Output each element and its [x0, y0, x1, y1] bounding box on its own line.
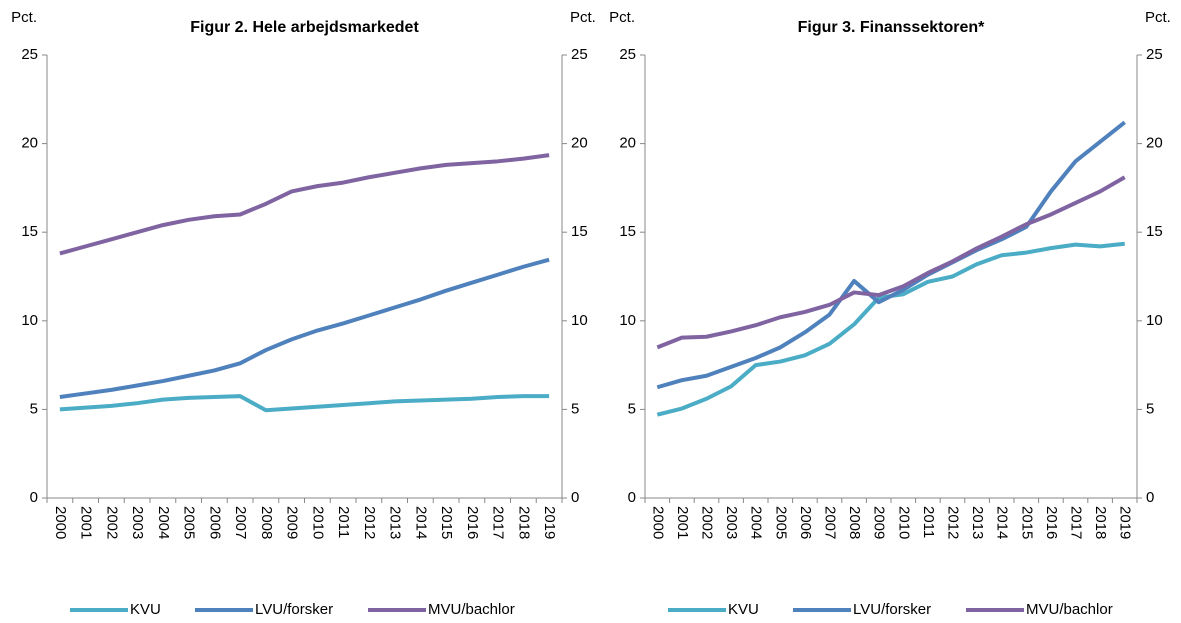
x-tick-label: 2002 [103, 506, 120, 539]
x-tick-label: 2002 [699, 506, 716, 539]
series-line [59, 394, 550, 413]
x-tick-label: 2019 [1117, 506, 1134, 539]
y2-axis-label: Pct. [570, 9, 596, 26]
y-tick-label: 20 [619, 135, 636, 152]
y2-tick-label: 20 [1146, 135, 1163, 152]
x-tick-label: 2019 [541, 506, 558, 539]
x-tick-label: 2011 [335, 506, 352, 538]
x-tick-label: 2003 [723, 506, 740, 539]
legend-label: KVU [130, 601, 161, 618]
y-tick-label: 15 [21, 223, 38, 240]
x-tick-label: 2012 [361, 506, 378, 539]
y-tick-label: 15 [619, 223, 636, 240]
y2-tick-label: 10 [571, 312, 588, 329]
y-axis-label: Pct. [11, 9, 37, 26]
x-tick-label: 2001 [674, 506, 691, 539]
x-tick-label: 2016 [464, 506, 481, 539]
x-tick-label: 2009 [871, 506, 888, 539]
x-tick-label: 2001 [78, 506, 95, 539]
x-tick-label: 2010 [895, 506, 912, 539]
y2-tick-label: 5 [1146, 400, 1154, 417]
x-tick-label: 2014 [412, 506, 429, 539]
y-tick-label: 5 [628, 400, 636, 417]
y2-tick-label: 25 [571, 46, 588, 63]
legend-label: MVU/bachlor [1026, 601, 1113, 618]
x-tick-label: 2012 [945, 506, 962, 539]
legend-label: LVU/forsker [255, 601, 333, 618]
y2-tick-label: 0 [1146, 489, 1154, 506]
x-tick-label: 2008 [846, 506, 863, 539]
y2-tick-label: 0 [571, 489, 579, 506]
legend-label: MVU/bachlor [428, 601, 515, 618]
series-line [656, 120, 1126, 390]
y2-tick-label: 15 [1146, 223, 1163, 240]
y-tick-label: 20 [21, 135, 38, 152]
x-tick-label: 2000 [52, 506, 69, 539]
x-tick-label: 2004 [155, 506, 172, 539]
y-tick-label: 25 [21, 46, 38, 63]
x-tick-label: 2014 [994, 506, 1011, 539]
x-tick-label: 2016 [1043, 506, 1060, 539]
series-line [59, 257, 550, 399]
x-tick-label: 2005 [772, 506, 789, 539]
x-tick-label: 2017 [490, 506, 507, 539]
y2-tick-label: 25 [1146, 46, 1163, 63]
x-tick-label: 2011 [920, 506, 937, 538]
y2-tick-label: 15 [571, 223, 588, 240]
series-line [656, 175, 1126, 350]
x-tick-label: 2017 [1068, 506, 1085, 539]
y-tick-label: 10 [21, 312, 38, 329]
x-tick-label: 2007 [822, 506, 839, 539]
x-tick-label: 2008 [258, 506, 275, 539]
x-tick-label: 2005 [181, 506, 198, 539]
x-tick-label: 2006 [797, 506, 814, 539]
y-tick-label: 5 [30, 400, 38, 417]
legend-label: KVU [728, 601, 759, 618]
legend-label: LVU/forsker [853, 601, 931, 618]
y2-tick-label: 5 [571, 400, 579, 417]
x-tick-label: 2013 [387, 506, 404, 539]
x-tick-label: 2000 [649, 506, 666, 539]
x-tick-label: 2007 [232, 506, 249, 539]
x-tick-label: 2018 [1092, 506, 1109, 539]
series-line [59, 153, 550, 256]
x-tick-label: 2013 [969, 506, 986, 539]
y2-tick-label: 10 [1146, 312, 1163, 329]
y-tick-label: 10 [619, 312, 636, 329]
x-tick-label: 2009 [284, 506, 301, 539]
y2-tick-label: 20 [571, 135, 588, 152]
y-tick-label: 0 [30, 489, 38, 506]
x-tick-label: 2004 [748, 506, 765, 539]
x-tick-label: 2010 [309, 506, 326, 539]
x-tick-label: 2006 [206, 506, 223, 539]
y2-axis-label: Pct. [1145, 9, 1171, 26]
chart-title: Figur 3. Finanssektoren* [798, 19, 985, 36]
y-tick-label: 25 [619, 46, 636, 63]
chart-title: Figur 2. Hele arbejdsmarkedet [190, 19, 419, 36]
y-tick-label: 0 [628, 489, 636, 506]
y-axis-label: Pct. [609, 9, 635, 26]
x-tick-label: 2003 [129, 506, 146, 539]
x-tick-label: 2015 [438, 506, 455, 539]
x-tick-label: 2018 [515, 506, 532, 539]
series-line [656, 241, 1125, 417]
x-tick-label: 2015 [1018, 506, 1035, 539]
